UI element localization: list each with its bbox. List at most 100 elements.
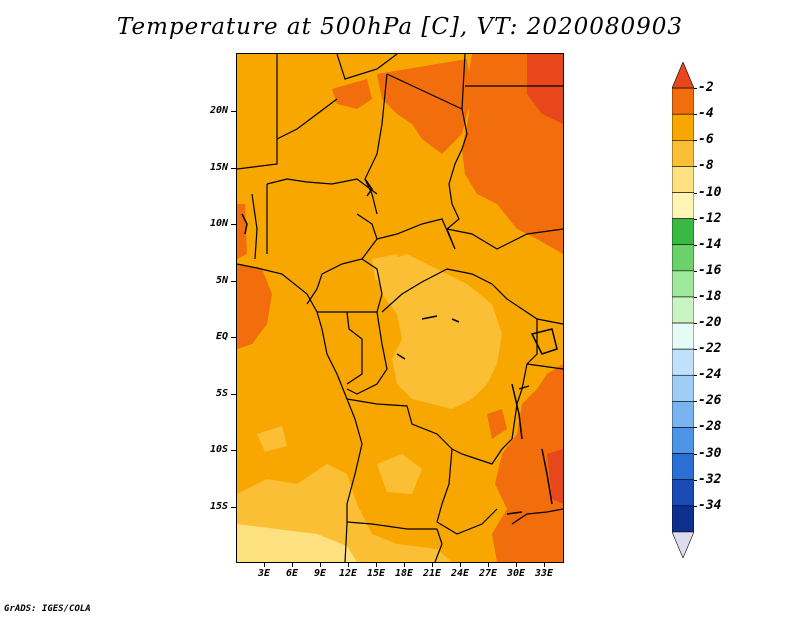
lat-tick <box>231 111 236 112</box>
colorbar-segment <box>672 453 694 480</box>
lat-label-eq: EQ <box>215 331 228 342</box>
lat-tick <box>231 450 236 451</box>
lon-label-18e: 18E <box>394 568 414 579</box>
border-angola-zambia <box>436 448 453 523</box>
lat-tick <box>231 337 236 338</box>
colorbar-level-label: -22 <box>698 341 722 357</box>
shade-warm-north-small <box>332 79 372 109</box>
colorbar-level-label: -32 <box>698 471 722 487</box>
lon-tick <box>376 563 377 567</box>
colorbar-tick <box>694 270 697 272</box>
river-congo-marks <box>396 315 460 360</box>
border-algeria-niger <box>336 54 398 80</box>
colorbar-segment <box>672 401 694 428</box>
lon-label-33e: 33E <box>534 568 554 579</box>
colorbar-tick <box>694 427 697 429</box>
colorbar-tick <box>694 479 697 481</box>
border-sudan-south-sudan <box>446 228 563 250</box>
colorbar <box>672 62 694 558</box>
border-mali-west <box>237 54 278 170</box>
colorbar-tick <box>694 244 697 246</box>
border-uganda-kenya <box>536 318 563 325</box>
border-drc-zambia <box>451 438 513 465</box>
lake-volta <box>241 213 248 235</box>
colorbar-level-label: -16 <box>698 262 722 278</box>
colorbar-level-label: -14 <box>698 236 722 252</box>
lon-label-6e: 6E <box>285 568 299 579</box>
map-panel <box>236 53 564 563</box>
country-borders <box>237 54 563 562</box>
lake-kariba <box>506 511 523 515</box>
lat-tick <box>231 281 236 282</box>
colorbar-tick <box>694 218 697 220</box>
colorbar-level-label: -20 <box>698 315 722 331</box>
border-gabon-congo <box>346 311 363 385</box>
colorbar-tick <box>694 166 697 168</box>
border-angola-namibia <box>346 521 437 530</box>
colorbar-segment <box>672 62 694 89</box>
colorbar-tick <box>694 88 697 90</box>
lon-label-15e: 15E <box>366 568 386 579</box>
shade-warm-southeast-small <box>487 409 507 439</box>
lon-label-30e: 30E <box>506 568 526 579</box>
lat-label-15n: 15N <box>209 162 228 173</box>
colorbar-segment <box>672 192 694 219</box>
colorbar-segment <box>672 87 694 115</box>
lat-label-5s: 5S <box>215 388 228 399</box>
shade-cool-south <box>377 454 422 494</box>
lake-chad <box>364 178 373 197</box>
lon-tick <box>292 563 293 567</box>
lon-tick <box>544 563 545 567</box>
shade-warm-north <box>377 59 472 154</box>
border-chad-car <box>376 218 456 250</box>
lon-tick <box>264 563 265 567</box>
colorbar-tick <box>694 296 697 298</box>
colorbar-level-label: -6 <box>698 132 714 148</box>
colorbar-segment <box>672 140 694 167</box>
border-south-sudan-drc <box>491 283 523 310</box>
border-nigeria-cameroon <box>306 213 378 305</box>
lon-label-24e: 24E <box>450 568 470 579</box>
border-niger-chad <box>364 73 388 215</box>
lon-tick <box>320 563 321 567</box>
colorbar-level-label: -24 <box>698 367 722 383</box>
shade-hot-northeast <box>527 54 563 124</box>
colorbar-segment <box>672 348 694 376</box>
colorbar-segment <box>672 374 694 402</box>
colorbar-segment <box>672 427 694 454</box>
colorbar-level-label: -30 <box>698 445 722 461</box>
lon-tick <box>516 563 517 567</box>
chart-title: Temperature at 500hPa [C], VT: 202008090… <box>116 14 684 40</box>
colorbar-level-label: -8 <box>698 158 714 174</box>
colorbar-segment <box>672 244 694 272</box>
border-namibia-botswana <box>434 528 443 562</box>
lat-tick <box>231 394 236 395</box>
lon-tick <box>348 563 349 567</box>
lon-label-12e: 12E <box>338 568 358 579</box>
colorbar-tick <box>694 401 697 403</box>
shade-cool-west-small <box>257 426 287 452</box>
lake-tanganyika <box>511 383 523 440</box>
colorbar-tick <box>694 114 697 116</box>
colorbar-tick <box>694 323 697 325</box>
colorbar-segment <box>672 113 694 141</box>
lon-label-9e: 9E <box>313 568 327 579</box>
colorbar-level-label: -34 <box>698 497 722 513</box>
colorbar-segment <box>672 322 694 350</box>
colorbar-level-label: -4 <box>698 106 714 122</box>
colorbar-tick <box>694 140 697 142</box>
lon-tick <box>404 563 405 567</box>
border-niger-nigeria <box>266 178 378 195</box>
border-car-drc <box>381 268 493 313</box>
lat-label-10n: 10N <box>209 218 228 229</box>
colorbar-level-label: -18 <box>698 288 722 304</box>
colorbar-level-label: -26 <box>698 393 722 409</box>
colorbar-segment <box>672 531 694 558</box>
shade-hot-southeast <box>547 449 563 504</box>
colorbar-segment <box>672 166 694 193</box>
temperature-field <box>237 54 563 562</box>
border-congo-drc <box>346 311 388 395</box>
lon-tick <box>432 563 433 567</box>
colorbar-level-label: -12 <box>698 210 722 226</box>
border-drc-angola <box>346 398 453 450</box>
